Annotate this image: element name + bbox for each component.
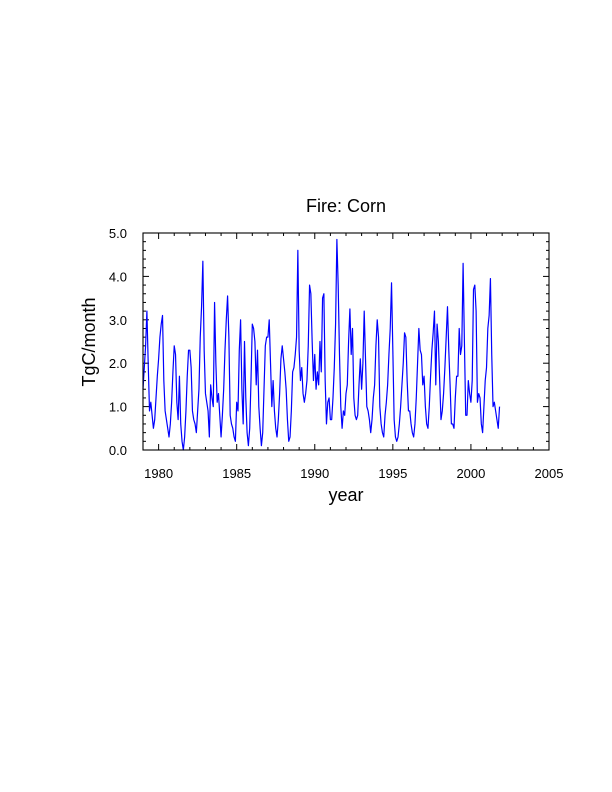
y-tick-label: 1.0 <box>109 400 127 415</box>
plot-frame <box>142 232 550 451</box>
tick-labels: 1980 1985 1990 1995 2000 2005 0.0 1.0 2.0 3.0 4.0 5… <box>109 226 564 481</box>
x-tick-label: 1995 <box>378 466 407 481</box>
x-tick-label: 1985 <box>222 466 251 481</box>
y-tick-label: 2.0 <box>109 356 127 371</box>
chart-title: Fire: Corn <box>306 196 386 216</box>
y-axis-label: TgC/month <box>79 297 99 386</box>
y-tick-label: 3.0 <box>109 313 127 328</box>
y-tick-label: 4.0 <box>109 269 127 284</box>
x-tick-label: 1990 <box>300 466 329 481</box>
x-axis-label: year <box>328 485 363 505</box>
y-tick-label: 0.0 <box>109 443 127 458</box>
series-line <box>142 238 501 451</box>
y-tick-label: 5.0 <box>109 226 127 241</box>
x-tick-label: 2005 <box>535 466 564 481</box>
x-tick-label: 1980 <box>144 466 173 481</box>
x-tick-label: 2000 <box>456 466 485 481</box>
plot-area <box>142 238 501 451</box>
